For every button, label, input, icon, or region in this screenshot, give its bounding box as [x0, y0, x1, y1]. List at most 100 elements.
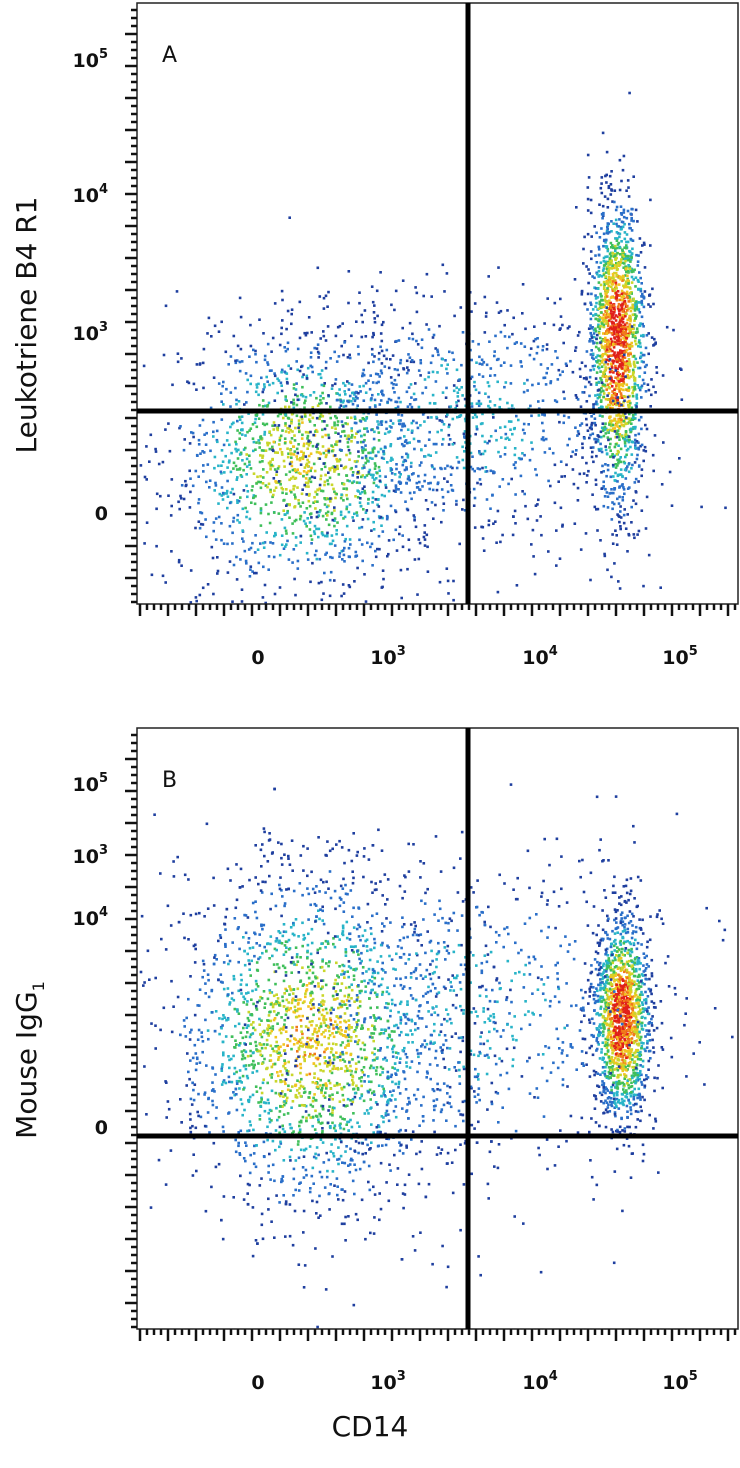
- event-dot: [542, 438, 546, 442]
- event-dot: [515, 341, 518, 344]
- event-dot: [255, 441, 258, 444]
- event-dot: [485, 311, 488, 315]
- event-dot: [285, 532, 288, 535]
- event-dot: [436, 371, 439, 374]
- event-dot: [601, 204, 605, 208]
- event-dot: [293, 1037, 296, 1040]
- event-dot: [574, 426, 577, 429]
- event-dot: [503, 323, 506, 327]
- event-dot: [499, 540, 502, 544]
- event-dot: [462, 1067, 466, 1071]
- event-dot: [221, 981, 224, 984]
- event-dot: [655, 366, 658, 369]
- event-dot: [446, 464, 449, 468]
- event-dot: [599, 430, 603, 434]
- event-dot: [285, 1099, 288, 1102]
- event-dot: [589, 578, 592, 582]
- event-dot: [455, 368, 459, 372]
- event-dot: [389, 398, 393, 402]
- event-dot: [322, 1161, 326, 1164]
- event-dot: [625, 416, 628, 419]
- event-dot: [618, 245, 621, 249]
- event-dot: [610, 246, 613, 249]
- event-dot: [327, 436, 331, 440]
- event-dot: [631, 239, 635, 242]
- event-dot: [619, 228, 623, 231]
- event-dot: [291, 475, 295, 479]
- event-dot: [224, 492, 227, 495]
- event-dot: [264, 404, 267, 408]
- event-dot: [293, 519, 297, 523]
- event-dot: [263, 541, 267, 544]
- event-dot: [471, 416, 475, 419]
- event-dot: [449, 465, 453, 469]
- event-dot: [633, 481, 637, 484]
- event-dot: [678, 457, 681, 460]
- event-dot: [600, 378, 603, 382]
- event-dot: [337, 355, 341, 358]
- event-dot: [251, 541, 254, 545]
- event-dot: [589, 211, 593, 215]
- event-dot: [600, 305, 603, 309]
- event-dot: [371, 501, 374, 504]
- event-dot: [307, 316, 311, 319]
- event-dot: [204, 443, 208, 446]
- event-dot: [578, 330, 581, 334]
- event-dot: [558, 328, 561, 331]
- event-dot: [621, 302, 624, 306]
- event-dot: [633, 382, 637, 385]
- event-dot: [604, 174, 607, 178]
- event-dot: [219, 470, 223, 474]
- event-dot: [626, 240, 630, 244]
- event-dot: [216, 556, 219, 559]
- event-dot: [585, 474, 589, 477]
- event-dot: [352, 480, 356, 483]
- event-dot: [342, 1098, 345, 1102]
- event-dot: [633, 385, 636, 389]
- event-dot: [614, 369, 618, 372]
- event-dot: [293, 505, 296, 509]
- event-dot: [280, 389, 284, 393]
- event-dot: [236, 476, 239, 479]
- event-dot: [386, 400, 389, 404]
- event-dot: [626, 447, 630, 451]
- event-dot: [313, 476, 317, 479]
- event-dot: [482, 360, 486, 364]
- event-dot: [409, 360, 413, 364]
- event-dot: [315, 515, 319, 519]
- event-dot: [407, 369, 410, 372]
- event-dot: [353, 460, 357, 463]
- event-dot: [620, 351, 624, 355]
- event-dot: [612, 222, 615, 225]
- event-dot: [635, 393, 639, 397]
- event-dot: [245, 457, 249, 461]
- event-dot: [299, 1119, 303, 1123]
- event-dot: [354, 495, 357, 498]
- event-dot: [670, 504, 674, 507]
- event-dot: [636, 330, 639, 333]
- event-dot: [618, 520, 621, 524]
- event-dot: [605, 388, 608, 391]
- event-dot: [198, 424, 202, 427]
- event-dot: [445, 415, 448, 418]
- event-dot: [431, 393, 435, 397]
- event-dot: [254, 988, 258, 991]
- event-dot: [519, 457, 522, 461]
- event-dot: [609, 183, 613, 186]
- event-dot: [389, 419, 393, 422]
- event-dot: [325, 402, 328, 405]
- event-dot: [625, 254, 628, 258]
- event-dot: [585, 376, 588, 380]
- event-dot: [198, 526, 202, 530]
- event-dot: [261, 456, 264, 459]
- event-dot: [609, 475, 613, 479]
- event-dot: [334, 414, 337, 418]
- event-dot: [389, 504, 393, 508]
- event-dot: [359, 505, 363, 508]
- event-dot: [405, 468, 408, 471]
- event-dot: [272, 428, 275, 431]
- event-dot: [422, 1119, 425, 1123]
- event-dot: [192, 944, 196, 948]
- event-dot: [298, 369, 302, 373]
